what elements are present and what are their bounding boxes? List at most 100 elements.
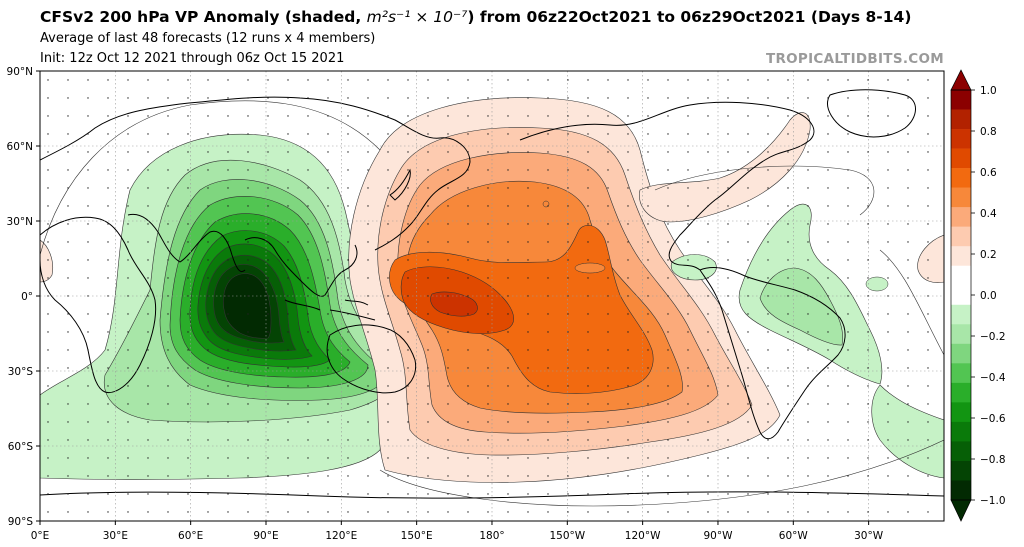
- vector-dot: [827, 385, 829, 387]
- vector-dot: [287, 205, 289, 207]
- map-field: [40, 71, 944, 521]
- vector-dot: [667, 439, 669, 441]
- vector-dot: [167, 457, 169, 459]
- vector-dot: [727, 97, 729, 99]
- vector-dot: [587, 439, 589, 441]
- vector-dot: [707, 385, 709, 387]
- vector-dot: [867, 205, 869, 207]
- colorbar-swatch: [951, 363, 971, 384]
- vector-dot: [907, 241, 909, 243]
- vector-dot: [87, 421, 89, 423]
- vector-dot: [527, 97, 529, 99]
- vector-dot: [167, 475, 169, 477]
- vector-dot: [887, 313, 889, 315]
- vector-dot: [807, 205, 809, 207]
- vector-dot: [547, 259, 549, 261]
- vector-dot: [687, 421, 689, 423]
- vector-dot: [807, 259, 809, 261]
- lat-label: 30°S: [8, 366, 34, 378]
- lon-label: 90°W: [703, 530, 733, 542]
- vector-dot: [927, 331, 929, 333]
- vector-dot: [707, 475, 709, 477]
- vector-dot: [827, 79, 829, 81]
- vector-dot: [747, 151, 749, 153]
- vector-dot: [487, 349, 489, 351]
- vector-dot: [127, 439, 129, 441]
- vector-dot: [487, 439, 489, 441]
- vector-dot: [367, 115, 369, 117]
- vector-dot: [907, 439, 909, 441]
- vector-dot: [787, 187, 789, 189]
- title-units: m²s⁻¹ × 10⁻⁷: [366, 8, 468, 26]
- vector-dot: [207, 241, 209, 243]
- vector-dot: [447, 115, 449, 117]
- vector-dot: [647, 133, 649, 135]
- vector-dot: [67, 223, 69, 225]
- vector-dot: [307, 313, 309, 315]
- lat-label: 90°S: [8, 516, 34, 528]
- vector-dot: [187, 349, 189, 351]
- vector-dot: [367, 223, 369, 225]
- vector-dot: [927, 367, 929, 369]
- vector-dot: [287, 169, 289, 171]
- vector-dot: [307, 241, 309, 243]
- vector-dot: [47, 259, 49, 261]
- vector-dot: [127, 97, 129, 99]
- vector-dot: [787, 115, 789, 117]
- india-coast: [127, 213, 246, 273]
- vector-dot: [167, 259, 169, 261]
- vector-dot: [87, 295, 89, 297]
- vector-dot: [287, 223, 289, 225]
- vector-dot: [387, 403, 389, 405]
- vector-dot: [547, 349, 549, 351]
- vector-dot: [327, 367, 329, 369]
- vector-dot: [127, 349, 129, 351]
- vector-dot: [807, 115, 809, 117]
- vector-dot: [627, 511, 629, 513]
- vector-dot: [587, 115, 589, 117]
- vector-dot: [187, 493, 189, 495]
- vector-dot: [807, 421, 809, 423]
- vector-dot: [147, 187, 149, 189]
- vector-dot: [267, 115, 269, 117]
- vector-dot: [587, 277, 589, 279]
- vector-dot: [427, 475, 429, 477]
- vector-dot: [367, 511, 369, 513]
- vector-dot: [367, 187, 369, 189]
- zero-contour-north: [40, 100, 381, 256]
- vector-dot: [327, 259, 329, 261]
- vector-dot: [807, 295, 809, 297]
- vector-dot: [227, 115, 229, 117]
- vector-dot: [327, 421, 329, 423]
- vector-dot: [907, 115, 909, 117]
- vector-dot: [767, 133, 769, 135]
- vector-dot: [227, 475, 229, 477]
- vector-dot: [267, 349, 269, 351]
- vector-dot: [767, 367, 769, 369]
- vector-dot: [487, 421, 489, 423]
- vector-dot: [887, 493, 889, 495]
- vector-dot: [607, 205, 609, 207]
- vector-dot: [347, 403, 349, 405]
- vector-dot: [767, 259, 769, 261]
- lon-label: 30°W: [854, 530, 884, 542]
- vector-dot: [587, 331, 589, 333]
- lon-label: 0°E: [31, 530, 50, 542]
- vector-dot: [887, 133, 889, 135]
- vector-dot: [527, 277, 529, 279]
- vector-dot: [727, 295, 729, 297]
- vector-dot: [107, 421, 109, 423]
- vector-dot: [667, 79, 669, 81]
- vector-dot: [827, 295, 829, 297]
- vector-dot: [387, 493, 389, 495]
- vector-dot: [207, 385, 209, 387]
- vector-dot: [247, 421, 249, 423]
- vector-dot: [707, 241, 709, 243]
- vector-dot: [307, 151, 309, 153]
- vector-dot: [807, 439, 809, 441]
- vector-dot: [207, 115, 209, 117]
- vector-dot: [887, 169, 889, 171]
- vector-dot: [547, 385, 549, 387]
- vector-dot: [747, 457, 749, 459]
- vector-dot: [727, 457, 729, 459]
